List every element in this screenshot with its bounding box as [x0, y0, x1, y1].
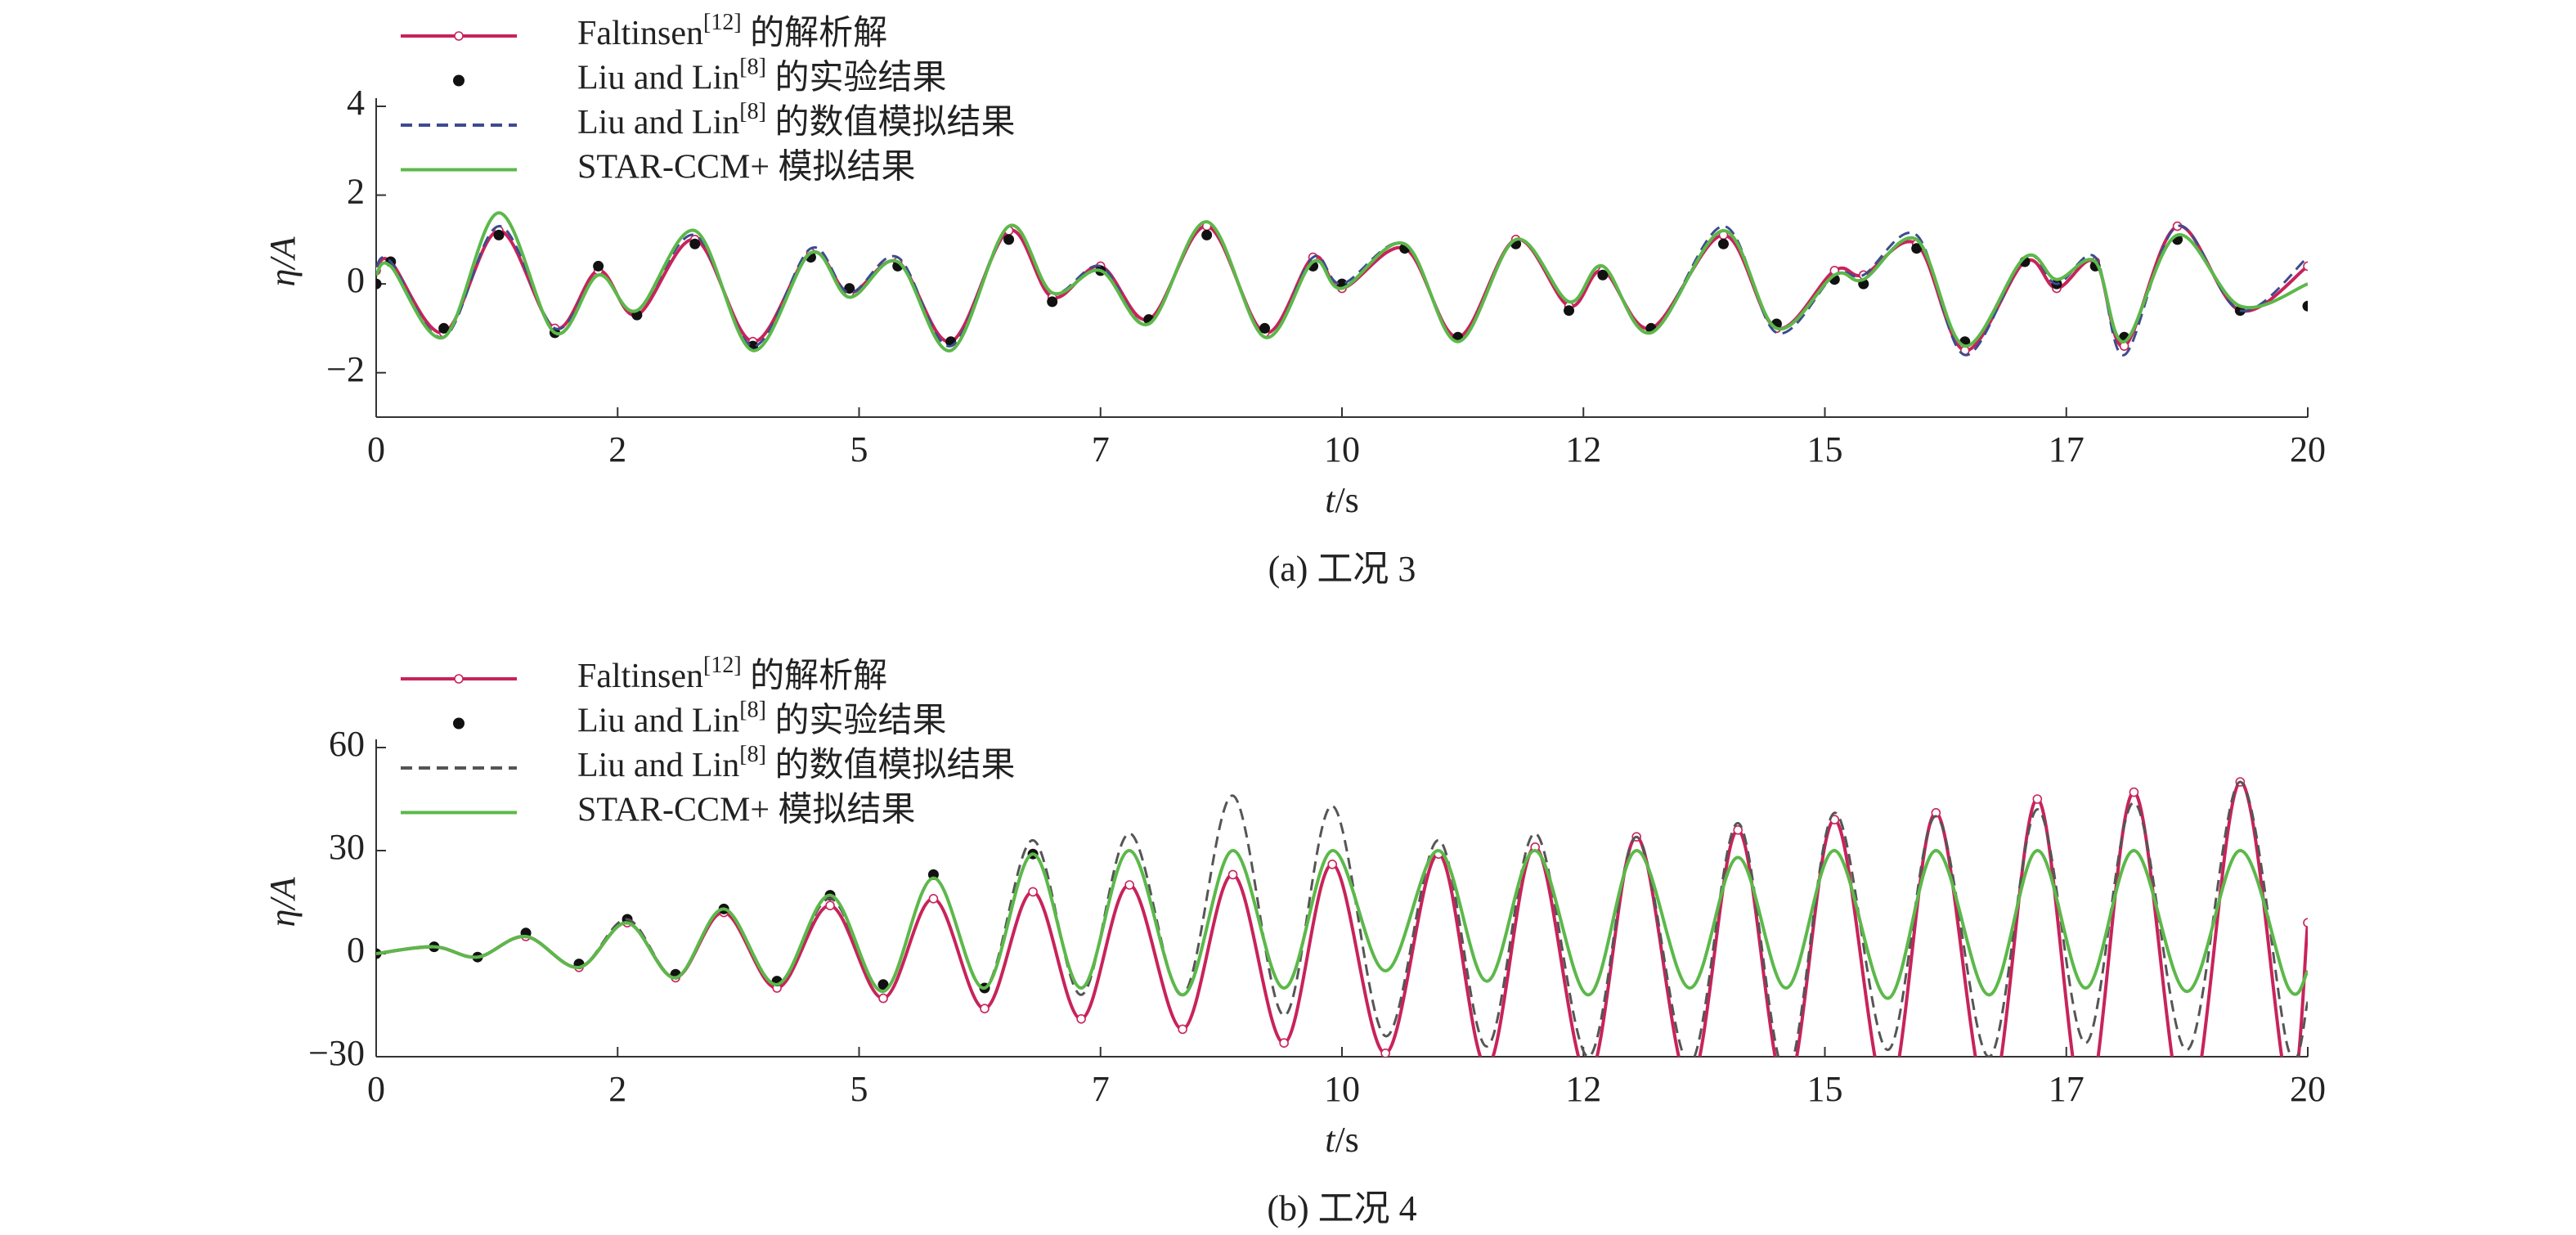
legend-label: STAR-CCM+ 模拟结果 — [577, 791, 916, 829]
data-point — [1911, 243, 1923, 254]
marker — [1076, 1014, 1086, 1024]
data-point — [1259, 322, 1271, 334]
data-point — [1717, 238, 1729, 249]
plot-area — [376, 211, 2308, 357]
data-point — [438, 322, 450, 334]
legend-label: STAR-CCM+ 模拟结果 — [577, 148, 916, 186]
data-point — [1201, 229, 1213, 240]
marker — [2183, 1115, 2191, 1123]
x-tick-label: 5 — [850, 429, 868, 469]
data-point — [1564, 305, 1575, 317]
y-tick-label: 30 — [329, 827, 365, 867]
x-tick-label: 12 — [1565, 1069, 1601, 1109]
marker — [825, 900, 835, 910]
series-line — [376, 780, 2308, 1057]
caption: (a) 工况 3 — [1268, 549, 1416, 589]
series-line — [376, 211, 2308, 353]
caption: (b) 工况 4 — [1267, 1188, 1416, 1228]
legend-symbol — [453, 74, 464, 87]
x-tick-label: 20 — [2290, 429, 2326, 469]
marker — [1883, 1094, 1892, 1102]
marker — [1483, 1063, 1491, 1071]
x-tick-label: 0 — [367, 429, 385, 469]
x-tick-label: 17 — [2049, 1069, 2085, 1109]
marker — [2303, 918, 2308, 927]
y-tick-label: 0 — [347, 930, 365, 970]
x-tick-label: 17 — [2049, 429, 2085, 469]
data-point — [877, 979, 889, 990]
marker — [2303, 261, 2308, 272]
legend-label: Faltinsen[12] 的解析解 — [577, 10, 887, 52]
x-tick-label: 15 — [1807, 429, 1843, 469]
x-tick-label: 12 — [1565, 429, 1601, 469]
marker — [1178, 1024, 1187, 1035]
y-tick-label: −30 — [308, 1033, 365, 1073]
marker — [1782, 1087, 1790, 1095]
marker — [1380, 1049, 1390, 1057]
y-axis-label: η/A — [263, 876, 303, 927]
marker — [1028, 887, 1038, 897]
series-line — [376, 220, 2308, 357]
data-point — [376, 278, 382, 290]
series-line — [376, 848, 2308, 1000]
data-point — [2302, 300, 2308, 312]
x-tick-label: 10 — [1324, 429, 1360, 469]
legend-label: Liu and Lin[8] 的数值模拟结果 — [577, 99, 1015, 141]
data-point — [1047, 296, 1058, 308]
marker — [1829, 815, 1840, 825]
legend-symbol — [454, 674, 464, 684]
legend-label: Liu and Lin[8] 的数值模拟结果 — [577, 742, 1015, 784]
legend-label: Faltinsen[12] 的解析解 — [577, 653, 887, 694]
x-tick-label: 10 — [1324, 1069, 1360, 1109]
x-axis-label: t/s — [1325, 1120, 1359, 1160]
data-point — [689, 238, 701, 249]
legend-label: Liu and Lin[8] 的实验结果 — [577, 55, 946, 97]
y-tick-label: 2 — [347, 172, 365, 212]
marker — [928, 894, 939, 904]
y-tick-label: 4 — [347, 83, 365, 123]
legend-symbol — [454, 31, 464, 41]
x-tick-label: 2 — [608, 429, 626, 469]
marker — [980, 1004, 990, 1013]
marker — [2032, 794, 2043, 804]
marker — [2129, 787, 2139, 797]
marker — [878, 993, 888, 1004]
marker — [1227, 869, 1238, 880]
x-tick-label: 15 — [1807, 1069, 1843, 1109]
y-tick-label: −2 — [326, 349, 365, 389]
x-tick-label: 2 — [608, 1069, 626, 1109]
y-axis-label: η/A — [263, 236, 303, 286]
legend-symbol — [453, 717, 464, 730]
data-point — [593, 260, 604, 272]
marker — [1685, 1080, 1694, 1089]
marker — [1279, 1038, 1289, 1048]
marker — [1124, 880, 1134, 890]
data-point — [1003, 234, 1015, 245]
y-tick-label: 60 — [329, 724, 365, 764]
x-tick-label: 5 — [850, 1069, 868, 1109]
x-tick-label: 7 — [1092, 1069, 1110, 1109]
plot-area — [376, 777, 2308, 1123]
legend-label: Liu and Lin[8] 的实验结果 — [577, 698, 946, 739]
x-tick-label: 7 — [1092, 429, 1110, 469]
x-tick-label: 0 — [367, 1069, 385, 1109]
data-point — [1597, 269, 1609, 281]
x-axis-label: t/s — [1325, 480, 1359, 520]
marker — [1985, 1101, 1993, 1109]
x-tick-label: 20 — [2290, 1069, 2326, 1109]
marker — [1733, 824, 1744, 835]
data-point — [493, 229, 505, 240]
marker — [1327, 860, 1337, 869]
y-tick-label: 0 — [347, 260, 365, 300]
